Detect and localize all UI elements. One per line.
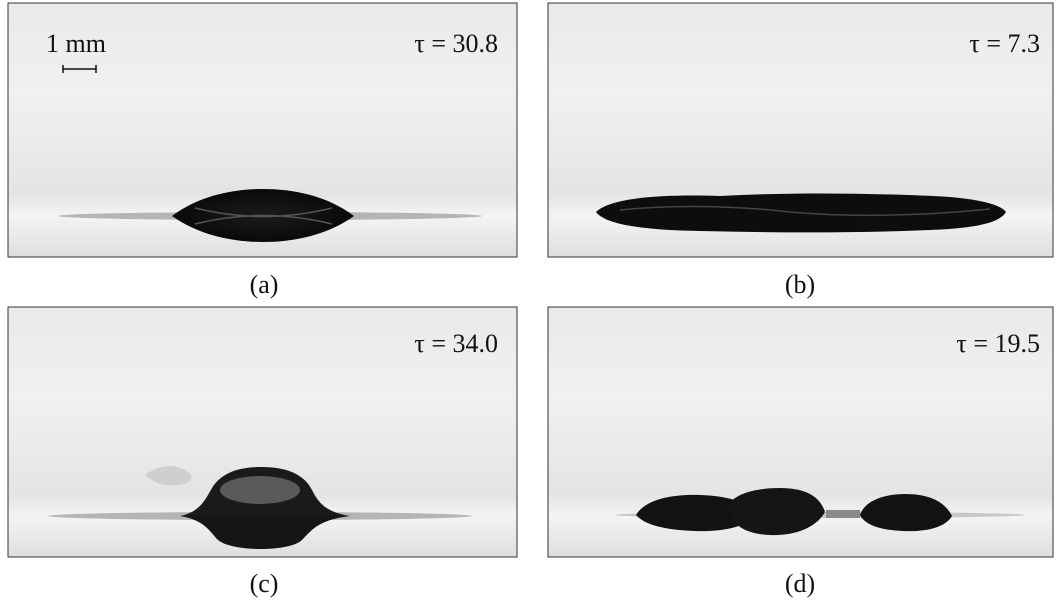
droplet-highlight	[619, 205, 991, 217]
panel-label: (c)	[250, 569, 279, 598]
panel-d: τ = 19.5	[547, 306, 1054, 558]
droplet-highlight	[194, 207, 333, 225]
reflection	[180, 516, 350, 549]
tau-label: τ = 30.8	[414, 29, 498, 58]
panel-c: τ = 34.0	[7, 306, 518, 558]
droplet-core	[220, 476, 300, 504]
splash	[145, 466, 192, 486]
panel-b: τ = 7.3	[547, 2, 1054, 258]
panel-label: (a)	[250, 270, 279, 299]
panel-label: (b)	[785, 270, 815, 299]
droplet	[728, 488, 825, 536]
tau-label: τ = 7.3	[969, 29, 1040, 58]
droplet	[636, 494, 756, 532]
tau-label: τ = 19.5	[956, 329, 1040, 358]
bridge	[826, 510, 860, 518]
panel-a: 1 mm τ = 30.8	[7, 2, 518, 258]
scale-label: 1 mm	[46, 29, 106, 58]
tau-label: τ = 34.0	[414, 329, 498, 358]
droplet	[860, 494, 952, 532]
panel-label: (d)	[785, 569, 815, 598]
